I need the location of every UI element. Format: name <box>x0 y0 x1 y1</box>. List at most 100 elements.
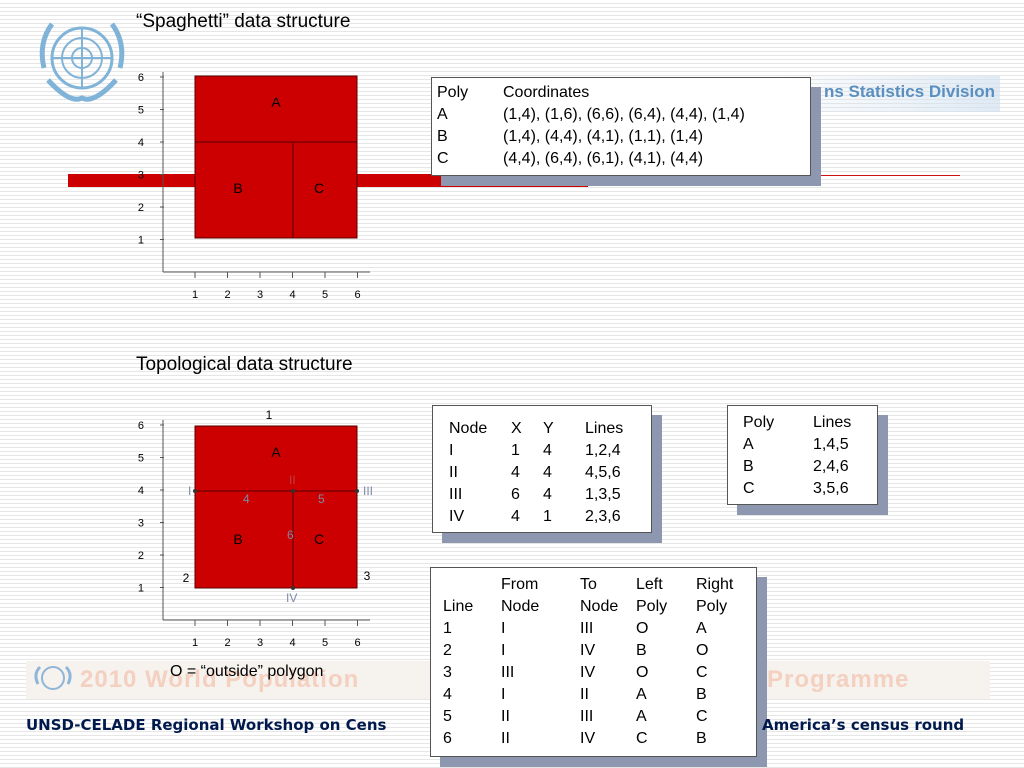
topological-chart: A B C I II III IV 1 2 3 4 5 6 1 2 3 4 5 6 1 2 3… <box>138 408 373 649</box>
poly-label-b: B <box>233 180 242 196</box>
x-tick-label: 5 <box>322 289 328 301</box>
y-tick-label: 3 <box>138 518 144 530</box>
y-tick-label: 6 <box>138 420 144 432</box>
table-cell: II <box>501 708 510 725</box>
node-table: Node X Y Lines I 1 4 1,2,4 II 4 4 4,5,6 … <box>432 405 652 533</box>
header-line: Line <box>443 598 474 615</box>
table-cell: A <box>437 106 448 123</box>
table-cell: 6 <box>511 486 520 503</box>
polygon-outline <box>194 75 358 239</box>
header-x: X <box>511 420 522 437</box>
poly-label-c: C <box>314 531 324 547</box>
table-row: IV 4 1 2,3,6 <box>449 506 629 528</box>
header-poly: Poly <box>743 414 775 431</box>
footer-workshop-text: UNSD-CELADE Regional Workshop on Cens <box>26 716 387 734</box>
table-cell: 4 <box>543 442 552 459</box>
un-emblem-icon <box>30 8 134 112</box>
y-tick-label: 1 <box>138 583 144 595</box>
statistics-division-text: ns Statistics Division <box>824 82 995 101</box>
table-cell: O <box>696 642 709 659</box>
node-iii-marker <box>355 489 359 493</box>
header-top-line <box>443 574 501 596</box>
table-row: I 1 4 1,2,4 <box>449 440 629 462</box>
table-row: C (4,4), (6,4), (6,1), (4,1), (4,4) <box>437 148 751 170</box>
footer-logo-icon <box>30 664 76 697</box>
spaghetti-title: “Spaghetti” data structure <box>136 11 351 32</box>
y-tick-label: 2 <box>138 550 144 562</box>
table-row: 4 I II A B <box>443 684 739 706</box>
y-tick-label: 6 <box>138 72 144 84</box>
line-label-3: 3 <box>364 569 371 583</box>
table-cell: A <box>636 686 647 703</box>
x-tick-label: 6 <box>354 289 360 301</box>
table-cell: III <box>501 664 515 681</box>
table-row: A 1,4,5 <box>743 434 857 456</box>
table-cell: IV <box>580 664 596 681</box>
x-tick-label: 1 <box>192 637 198 649</box>
table-row: 1 I III O A <box>443 618 739 640</box>
y-tick-label: 4 <box>138 485 144 497</box>
table-cell: I <box>449 442 454 459</box>
table-cell: 2,4,6 <box>813 458 849 475</box>
node-ii-marker <box>291 489 295 493</box>
table-cell: B <box>696 730 707 747</box>
header-to-node: Node <box>580 598 619 615</box>
table-cell: (4,4), (6,4), (6,1), (4,1), (4,4) <box>503 150 704 167</box>
header-poly: Poly <box>437 84 469 101</box>
line-label-2: 2 <box>183 571 190 585</box>
table-cell: O <box>636 620 649 637</box>
table-cell: B <box>696 686 707 703</box>
x-tick-label: 4 <box>289 637 295 649</box>
table-cell: 4 <box>543 486 552 503</box>
table-cell: B <box>437 128 448 145</box>
table-cell: II <box>449 464 458 481</box>
poly-label-b: B <box>233 531 242 547</box>
spaghetti-coordinates-table: Poly Coordinates A (1,4), (1,6), (6,6), … <box>431 77 811 176</box>
table-cell: B <box>636 642 647 659</box>
table-row: 6 II IV C B <box>443 728 739 750</box>
outside-polygon-note: O = “outside” polygon <box>170 663 324 680</box>
table-cell: 1,4,5 <box>813 436 849 453</box>
gridlines <box>160 76 358 278</box>
table-cell: IV <box>580 642 596 659</box>
table-cell: 6 <box>443 730 452 747</box>
table-cell: 4 <box>511 464 520 481</box>
table-cell: 1 <box>543 508 552 525</box>
table-cell: 1 <box>443 620 452 637</box>
line-label-1: 1 <box>266 408 273 422</box>
x-tick-label: 3 <box>257 637 263 649</box>
poly-label-a: A <box>271 94 281 110</box>
table-row: A (1,4), (1,6), (6,6), (6,4), (4,4), (1,… <box>437 104 751 126</box>
x-tick-label: 5 <box>322 637 328 649</box>
table-cell: III <box>580 620 594 637</box>
table-cell: (1,4), (4,4), (4,1), (1,1), (1,4) <box>503 128 704 145</box>
x-tick-label: 1 <box>192 289 198 301</box>
node-label-i: I <box>188 484 191 498</box>
node-label-ii: II <box>289 473 296 487</box>
poly-label-c: C <box>314 180 324 196</box>
header-coordinates: Coordinates <box>503 84 590 101</box>
table-row: 3 III IV O C <box>443 662 739 684</box>
header-left-poly: Poly <box>636 598 668 615</box>
table-cell: O <box>636 664 649 681</box>
y-tick-label: 4 <box>138 137 144 149</box>
table-cell: I <box>501 620 506 637</box>
header-top-to: To <box>580 576 597 593</box>
node-i-marker <box>193 489 197 493</box>
line-label-5: 5 <box>318 492 325 506</box>
table-cell: 1,3,5 <box>585 486 621 503</box>
y-tick-label: 1 <box>138 235 144 247</box>
table-cell: I <box>501 642 506 659</box>
table-cell: 4 <box>543 464 552 481</box>
table-cell: C <box>437 150 449 167</box>
table-cell: 4 <box>443 686 452 703</box>
node-label-iii: III <box>363 484 373 498</box>
table-cell: I <box>501 686 506 703</box>
line-topology-table: From To Left Right Line Node Node Poly P… <box>430 567 757 757</box>
table-cell: 3,5,6 <box>813 480 849 497</box>
table-row: B 2,4,6 <box>743 456 857 478</box>
table-cell: III <box>580 708 594 725</box>
table-cell: 4,5,6 <box>585 464 621 481</box>
x-tick-label: 6 <box>354 637 360 649</box>
table-cell: B <box>743 458 754 475</box>
